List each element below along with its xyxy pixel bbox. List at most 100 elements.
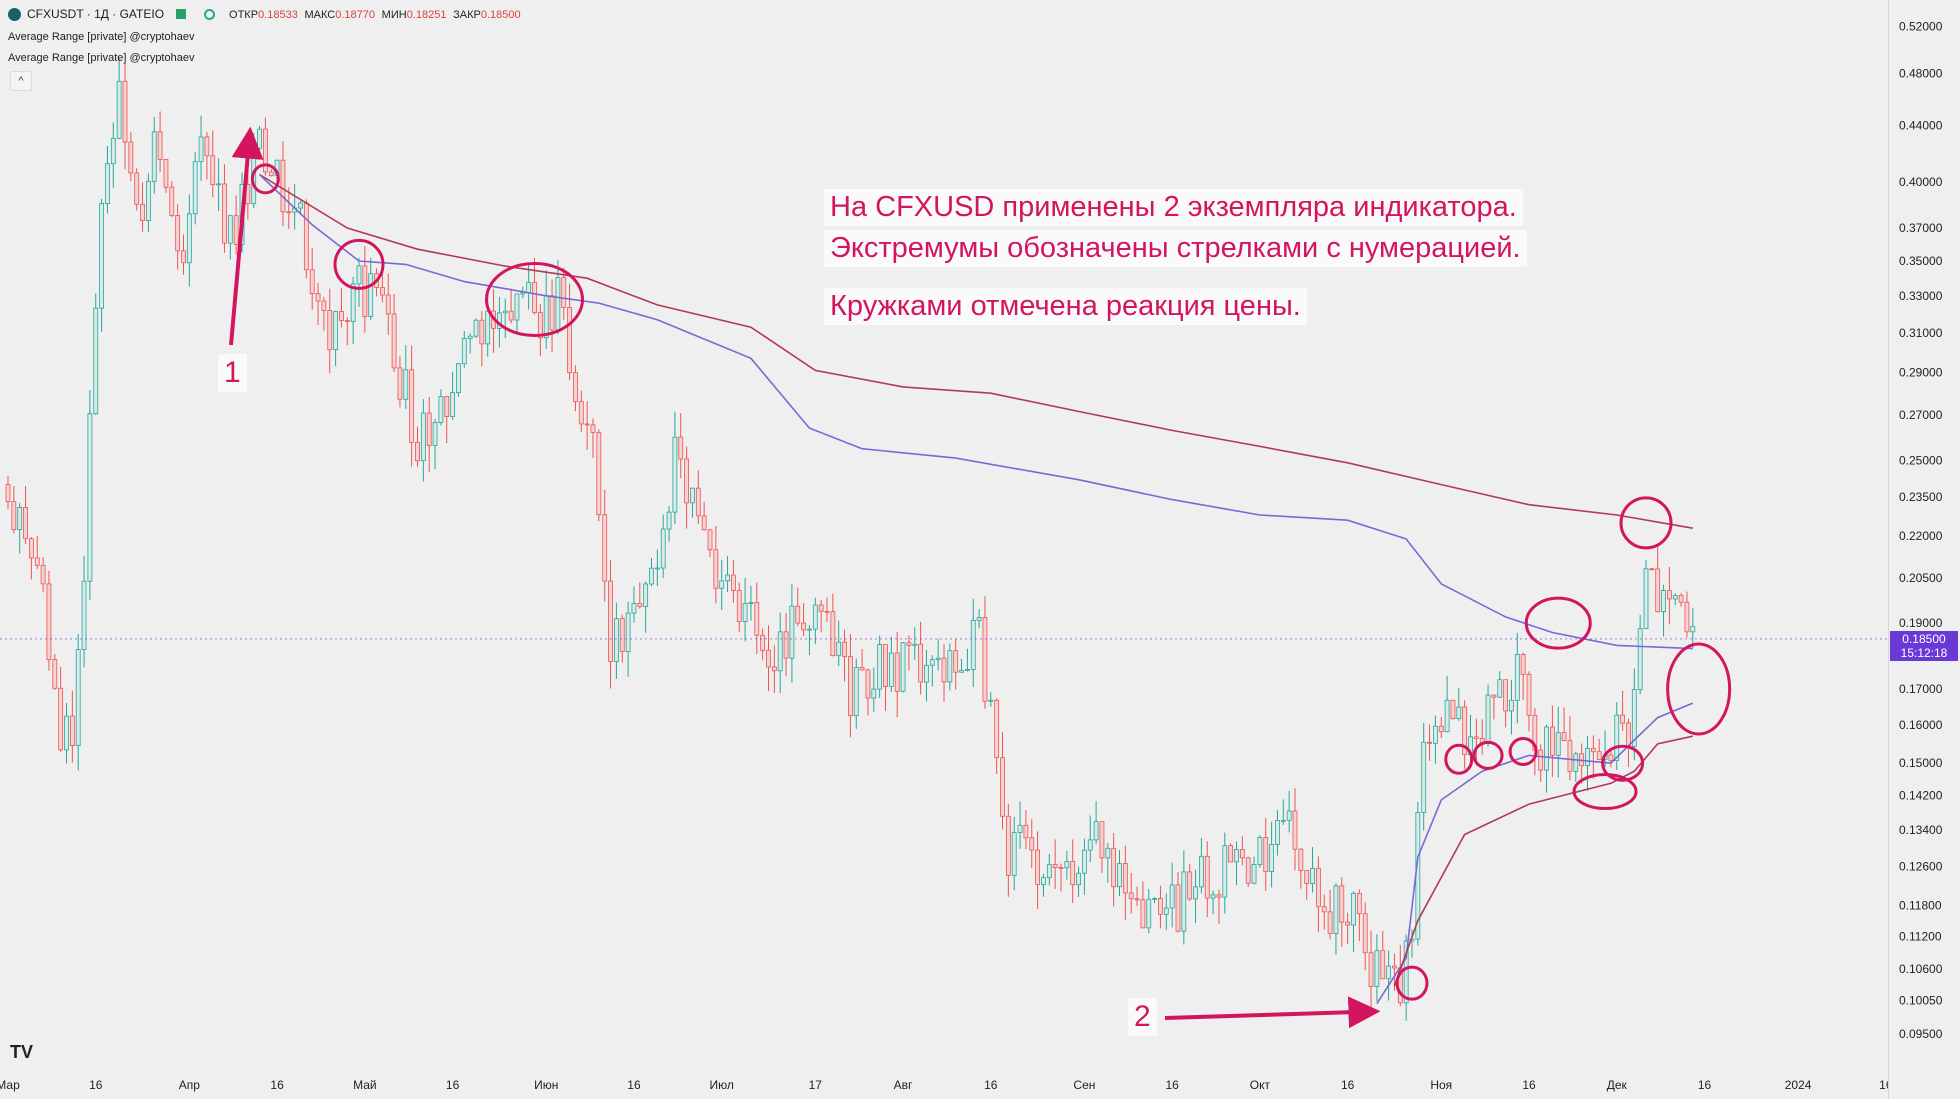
- candle-body: [1333, 885, 1339, 934]
- tradingview-logo[interactable]: TV: [10, 1042, 34, 1062]
- candle-body: [1655, 568, 1661, 613]
- candle-body: [1304, 870, 1310, 884]
- candle-body: [988, 699, 994, 702]
- time-tick-label: Окт: [1250, 1078, 1271, 1092]
- candle-body: [52, 659, 58, 689]
- candle-body: [941, 657, 947, 683]
- price-tick-label: 0.33000: [1899, 289, 1943, 303]
- candle-body: [1099, 821, 1105, 859]
- candle-body: [660, 528, 666, 569]
- symbol-title[interactable]: CFXUSDT · 1Д · GATEIO: [27, 7, 165, 21]
- annotation-line-2: Экстремумы обозначены стрелками с нумера…: [824, 230, 1527, 267]
- price-tick-label: 0.23500: [1899, 490, 1943, 504]
- candle-body: [1251, 864, 1257, 884]
- time-tick-label: Май: [353, 1078, 377, 1092]
- candle-body: [859, 667, 865, 671]
- candle-body: [69, 715, 75, 747]
- candle-body: [257, 128, 262, 149]
- candle-body: [965, 669, 970, 671]
- candle-body: [1134, 898, 1140, 901]
- candle-body: [1216, 894, 1222, 898]
- candle-body: [877, 644, 883, 690]
- candle-body: [356, 265, 362, 285]
- indicator-2-label[interactable]: Average Range [private] @cryptohaev: [8, 52, 195, 64]
- candle-body: [1058, 867, 1064, 869]
- reaction-circle: [1601, 744, 1645, 782]
- candle-body: [1444, 699, 1450, 733]
- candle-body: [1029, 837, 1035, 851]
- candle-body: [1175, 884, 1181, 932]
- candle-body: [391, 313, 397, 369]
- candle-body: [1661, 590, 1666, 613]
- candle-body: [1573, 753, 1579, 772]
- candle-body: [1339, 885, 1345, 923]
- candle-body: [222, 183, 227, 244]
- candle-body: [935, 657, 941, 661]
- candle-body: [1438, 725, 1444, 733]
- candle-body: [379, 287, 385, 296]
- candle-body: [537, 312, 543, 339]
- candle-body: [1321, 906, 1327, 913]
- candle-body: [789, 605, 795, 659]
- candle-body: [1386, 965, 1391, 980]
- candle-body: [690, 487, 695, 504]
- low-value: 0.18251: [406, 9, 447, 21]
- candle-body: [801, 622, 806, 631]
- candle-body: [1672, 595, 1678, 600]
- candle-body: [836, 641, 842, 657]
- candlestick-chart[interactable]: [0, 0, 1888, 1070]
- candle-body: [953, 650, 959, 673]
- candle-body: [1631, 689, 1637, 747]
- candle-body: [853, 667, 859, 717]
- time-tick-label: 16: [89, 1078, 103, 1092]
- price-tick-label: 0.35000: [1899, 254, 1943, 268]
- candle-body: [561, 277, 567, 308]
- bar-countdown: 15:12:18: [1900, 645, 1948, 660]
- collapse-legend-button[interactable]: ^: [10, 71, 32, 91]
- reaction-circle: [1444, 743, 1474, 775]
- candle-body: [731, 574, 736, 591]
- candle-body: [842, 641, 847, 658]
- time-tick-label: 16: [984, 1078, 998, 1092]
- candle-body: [684, 458, 689, 504]
- candle-body: [1128, 892, 1134, 900]
- price-axis[interactable]: 0.52000 0.48000 0.44000 0.40000 0.37000 0.350…: [1888, 0, 1960, 1099]
- candle-body: [186, 213, 192, 264]
- candle-body: [549, 295, 555, 331]
- indicator-legend-2[interactable]: Average Range [private] @cryptohaev: [8, 52, 194, 64]
- candle-body: [795, 605, 801, 624]
- price-tick-label: 0.17000: [1899, 682, 1943, 696]
- high-value: 0.18770: [335, 9, 375, 21]
- candle-body: [362, 265, 368, 317]
- candle-body: [1667, 590, 1672, 600]
- candle-body: [461, 338, 467, 365]
- candle-body: [1269, 844, 1274, 873]
- candle-body: [46, 583, 52, 661]
- candle-body: [169, 186, 175, 216]
- candle-body: [58, 687, 64, 751]
- average-range-slow-line: [259, 173, 1693, 529]
- candle-body: [1011, 832, 1017, 876]
- candle-body: [1210, 894, 1216, 899]
- average-range-slow-lower-line: [1393, 735, 1693, 987]
- candle-body: [502, 310, 508, 314]
- chart-canvas[interactable]: CFXUSDT · 1Д · GATEIO ОТКР0.18533 МАКС0.…: [0, 0, 1888, 1070]
- price-tick-label: 0.44000: [1899, 118, 1943, 132]
- candle-body: [1035, 849, 1040, 885]
- indicator-1-label[interactable]: Average Range [private] @cryptohaev: [8, 31, 195, 43]
- time-tick-label: Сен: [1073, 1078, 1095, 1092]
- candle-body: [1567, 740, 1573, 772]
- extreme-marker-2: 2: [1128, 998, 1157, 1036]
- candle-body: [1052, 864, 1058, 868]
- open-label: ОТКР: [229, 9, 259, 21]
- candle-body: [602, 514, 608, 582]
- candle-body: [1590, 747, 1596, 753]
- time-axis[interactable]: Мар 16 Апр 16 Май 16 Июн 16 Июл 17 Авг 16 Сен 16 Окт 16…: [0, 1070, 1888, 1099]
- open-value: 0.18533: [258, 9, 298, 21]
- candle-body: [116, 80, 122, 139]
- candle-body: [1544, 726, 1549, 771]
- extreme-arrow-1: [229, 126, 264, 346]
- indicator-legend-1[interactable]: Average Range [private] @cryptohaev: [8, 31, 194, 43]
- symbol-legend[interactable]: CFXUSDT · 1Д · GATEIO ОТКР0.18533 МАКС0.…: [8, 7, 521, 21]
- candle-body: [327, 310, 333, 351]
